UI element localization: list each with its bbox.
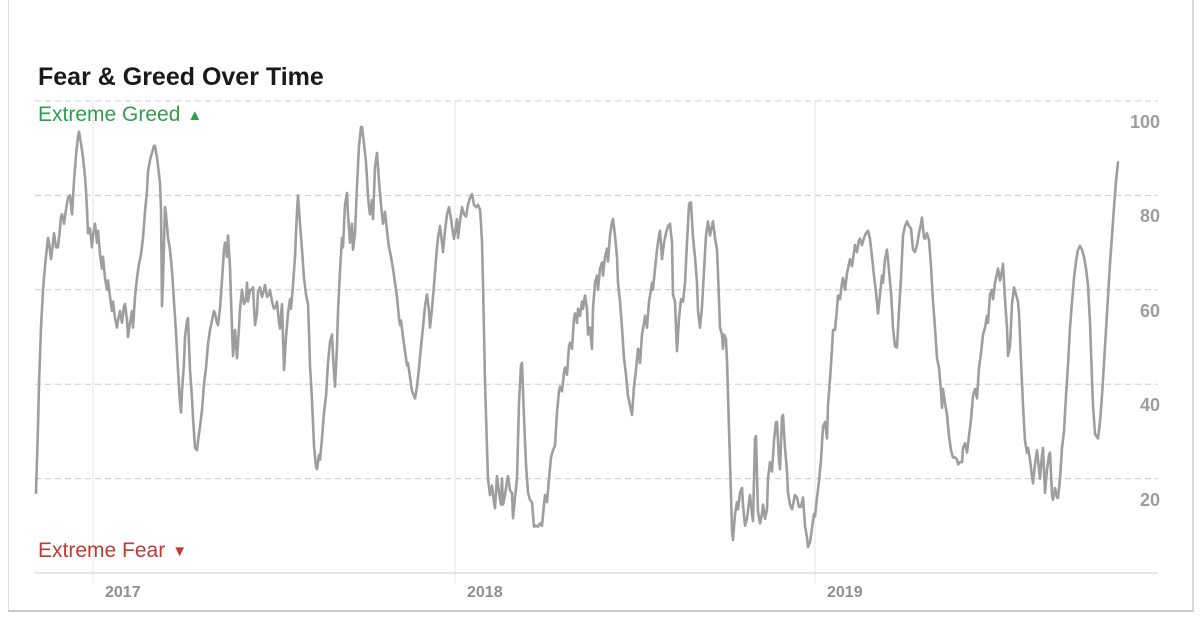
extreme-fear-text: Extreme Fear [38, 539, 166, 562]
x-tick-label: 2018 [467, 584, 503, 601]
x-tick-label: 2017 [105, 584, 141, 601]
y-tick-label: 40 [1139, 395, 1160, 416]
card-bottom-border [8, 610, 1194, 612]
y-tick-label: 80 [1139, 206, 1160, 227]
extreme-fear-label: Extreme Fear ▼ [38, 539, 187, 563]
extreme-greed-label: Extreme Greed ▲ [38, 103, 202, 127]
down-arrow-icon: ▼ [172, 543, 188, 560]
chart-title: Fear & Greed Over Time [38, 62, 324, 91]
extreme-greed-text: Extreme Greed [38, 103, 181, 126]
card-right-border [1192, 0, 1194, 611]
card-left-border [8, 0, 9, 611]
y-tick-label: 60 [1139, 300, 1160, 321]
up-arrow-icon: ▲ [187, 107, 203, 124]
x-tick-label: 2019 [827, 584, 863, 601]
y-tick-label: 100 [1129, 112, 1160, 132]
y-tick-label: 20 [1139, 489, 1160, 510]
